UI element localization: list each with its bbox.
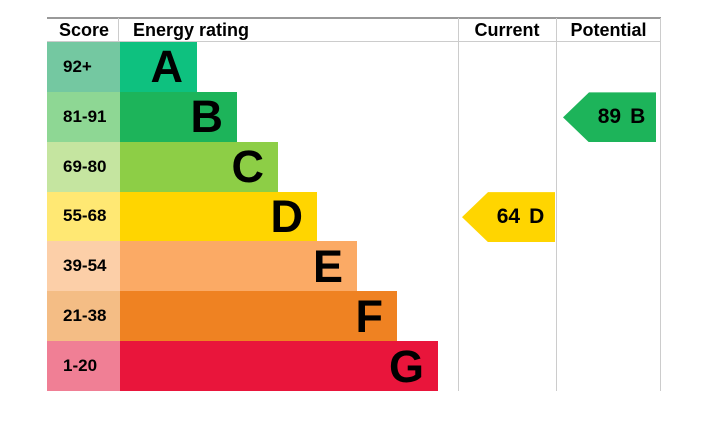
current-rating-value: 64 [496,205,521,229]
band-row: 81-91 B [47,91,237,143]
current-rating-arrow: 64 D [462,192,555,243]
score-range-label: 55-68 [47,191,120,242]
score-header-divider [118,18,119,41]
score-range-label: 81-91 [47,91,120,142]
band-row: 39-54 E [47,240,357,292]
score-range-label: 1-20 [47,341,120,391]
band-bar-e: E [120,240,357,292]
band-row: 69-80 C [47,141,278,193]
score-column-header: Score [59,20,110,40]
band-bar-a: A [120,42,197,92]
score-range-label: 21-38 [47,291,120,342]
band-bar-c: C [120,141,278,193]
band-row: 21-38 F [47,290,397,342]
band-rows: 92+ A 81-91 B 69-80 C 55-68 D 39-54 E 21… [47,42,458,391]
potential-rating-value: 89 [597,105,622,129]
band-letter: B [190,91,224,143]
band-row: 1-20 G [47,341,438,391]
score-range-label: 92+ [47,42,120,92]
table-top-border [47,17,661,19]
band-bar-g: G [120,341,438,391]
band-letter: G [388,340,424,392]
current-column-left-line [458,18,459,391]
potential-rating-band: B [630,105,646,129]
band-row: 92+ A [47,42,197,92]
band-letter: A [150,41,184,93]
band-letter: F [355,290,384,342]
band-letter: E [312,240,343,292]
score-range-label: 39-54 [47,241,120,292]
band-row: 55-68 D [47,190,317,242]
band-letter: C [231,141,265,193]
band-letter: D [270,190,304,242]
band-bar-f: F [120,290,397,342]
energy-rating-column-header: Energy rating [133,20,250,40]
current-potential-divider [556,18,557,391]
band-bar-b: B [120,91,237,143]
score-range-label: 69-80 [47,141,120,192]
band-bar-d: D [120,190,317,242]
header-underline [47,41,661,42]
table-right-border [660,18,661,391]
current-column-header: Current [474,20,540,40]
current-rating-band: D [529,205,545,229]
potential-rating-arrow: 89 B [563,92,656,143]
potential-column-header: Potential [570,20,647,40]
